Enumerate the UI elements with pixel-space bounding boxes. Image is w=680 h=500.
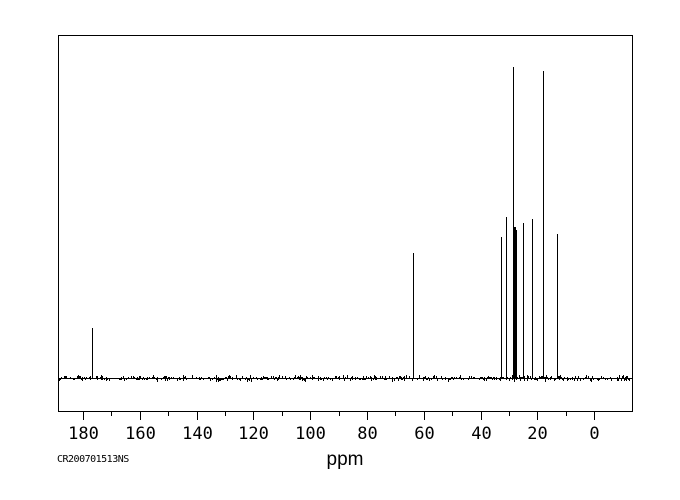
- peak-line: [514, 227, 515, 378]
- peak-line: [501, 237, 502, 378]
- sample-id-label: CR200701513NS: [57, 454, 129, 465]
- baseline: [58, 378, 632, 379]
- peak-line: [557, 234, 558, 378]
- peak-line: [543, 71, 544, 378]
- x-axis-unit-label: ppm: [326, 449, 364, 470]
- peak-line: [413, 253, 414, 378]
- x-axis-tick-label: 40: [471, 424, 491, 444]
- peak-line: [516, 230, 517, 378]
- peak-line: [92, 328, 93, 378]
- x-axis-tick-label: 0: [589, 424, 599, 444]
- x-axis-tick-label: 180: [68, 424, 99, 444]
- x-axis-tick-label: 80: [357, 424, 377, 444]
- x-axis-tick-label: 140: [182, 424, 213, 444]
- x-axis-tick-label: 120: [238, 424, 269, 444]
- x-axis-tick-label: 100: [295, 424, 326, 444]
- peak-line: [523, 223, 524, 378]
- peak-line: [532, 219, 533, 378]
- plot-frame: [58, 35, 633, 412]
- x-axis-tick-label: 60: [414, 424, 434, 444]
- peak-line: [515, 227, 516, 378]
- x-axis-tick-label: 160: [125, 424, 156, 444]
- peak-line: [506, 217, 507, 378]
- x-axis-tick-label: 20: [527, 424, 547, 444]
- peak-line: [513, 67, 514, 378]
